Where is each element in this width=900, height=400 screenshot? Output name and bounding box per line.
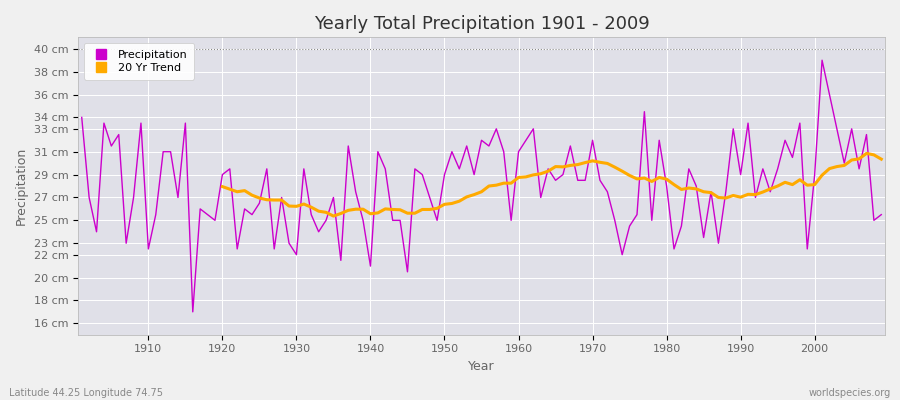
Y-axis label: Precipitation: Precipitation xyxy=(15,147,28,225)
X-axis label: Year: Year xyxy=(468,360,495,373)
Text: worldspecies.org: worldspecies.org xyxy=(809,388,891,398)
Legend: Precipitation, 20 Yr Trend: Precipitation, 20 Yr Trend xyxy=(84,43,194,80)
Text: Latitude 44.25 Longitude 74.75: Latitude 44.25 Longitude 74.75 xyxy=(9,388,163,398)
Title: Yearly Total Precipitation 1901 - 2009: Yearly Total Precipitation 1901 - 2009 xyxy=(313,15,650,33)
